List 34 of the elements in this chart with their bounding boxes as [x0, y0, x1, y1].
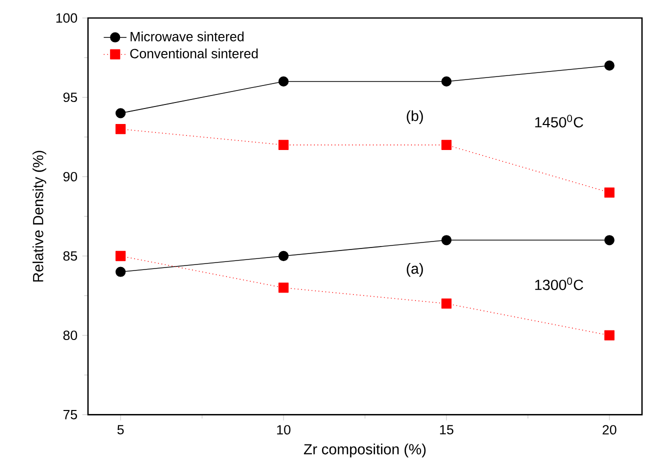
annotation: 1300$^{0}$C	[535, 277, 584, 290]
y-tick-label: 95	[63, 92, 78, 102]
x-tick-label: 10	[277, 425, 290, 435]
y-axis-title: Relative Density (%)	[32, 150, 46, 282]
legend-label: Microwave sintered	[130, 32, 244, 42]
annotation: (a)	[406, 263, 423, 277]
point	[604, 330, 614, 340]
x-tick-label: 5	[117, 425, 124, 434]
point	[441, 298, 452, 309]
point	[116, 250, 126, 262]
point	[116, 266, 126, 277]
point	[441, 76, 452, 87]
point	[278, 250, 289, 262]
point	[278, 76, 289, 87]
y-tick-label: 80	[63, 330, 78, 340]
x-tick-label: 20	[602, 425, 616, 435]
x-axis-title: Zr composition (%)	[304, 444, 426, 458]
point	[116, 108, 126, 118]
point	[604, 187, 614, 198]
annotation: 1450$^{0}$C	[535, 114, 584, 128]
point	[441, 140, 452, 150]
point	[278, 282, 289, 293]
annotation: (b)	[406, 110, 423, 124]
x-tick-label: 15	[440, 425, 454, 434]
y-tick-label: 75	[63, 410, 78, 420]
point	[441, 235, 452, 246]
y-tick-label: 85	[63, 251, 78, 261]
point	[116, 124, 126, 134]
y-tick-label: 100	[56, 13, 78, 23]
point	[278, 140, 289, 150]
point	[604, 235, 614, 246]
point	[604, 60, 614, 71]
legend-label: Conventional sintered	[130, 48, 258, 58]
y-tick-label: 90	[63, 172, 78, 182]
